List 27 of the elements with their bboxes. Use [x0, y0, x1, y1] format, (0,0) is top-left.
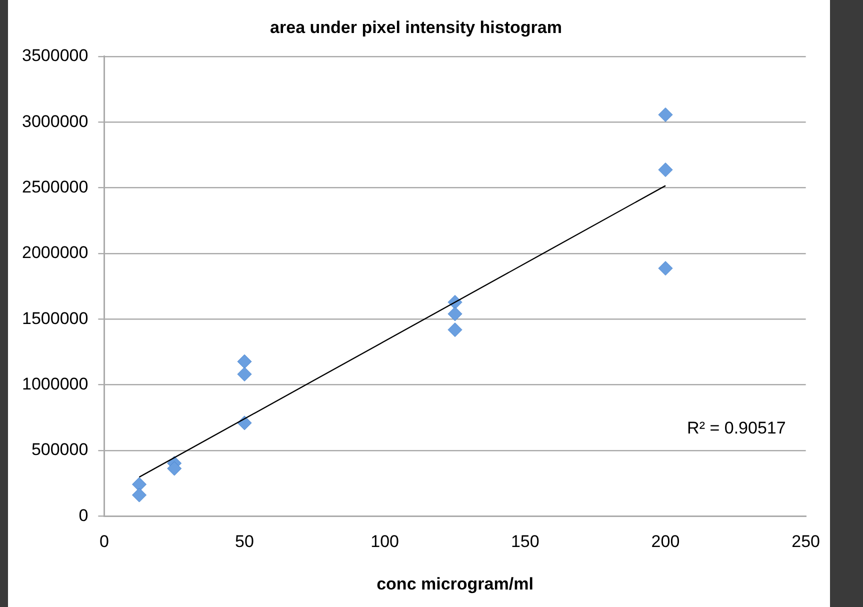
point: [167, 461, 182, 476]
y-tick-label: 500000: [31, 440, 88, 460]
x-tick-label: 50: [235, 532, 254, 552]
y-tick-label: 0: [78, 506, 88, 525]
point: [132, 477, 147, 492]
annotation: R² = 0.90517: [687, 418, 786, 438]
x-axis-title: conc microgram/ml: [376, 574, 534, 594]
point: [132, 488, 147, 502]
point: [237, 366, 252, 382]
x-tick-label: 150: [510, 532, 540, 552]
y-tick-label: 2500000: [22, 177, 88, 196]
chart-title: area under pixel intensity histogram: [270, 18, 562, 37]
y-tick-label: 3500000: [22, 46, 88, 66]
point: [658, 261, 673, 276]
x-tick-label: 0: [99, 532, 109, 552]
x-tick-label: 100: [370, 532, 400, 552]
x-tick-label: 250: [792, 532, 820, 552]
point: [658, 107, 673, 122]
x-tick-label: 200: [651, 532, 680, 552]
y-tick-label: 1000000: [22, 374, 88, 394]
point: [237, 354, 252, 369]
y-tick-label: 2000000: [22, 243, 88, 262]
point: [658, 162, 673, 178]
y-tick-label: 1500000: [22, 308, 88, 328]
point: [448, 306, 462, 322]
y-tick-label: 3000000: [22, 112, 88, 131]
point: [448, 322, 462, 338]
